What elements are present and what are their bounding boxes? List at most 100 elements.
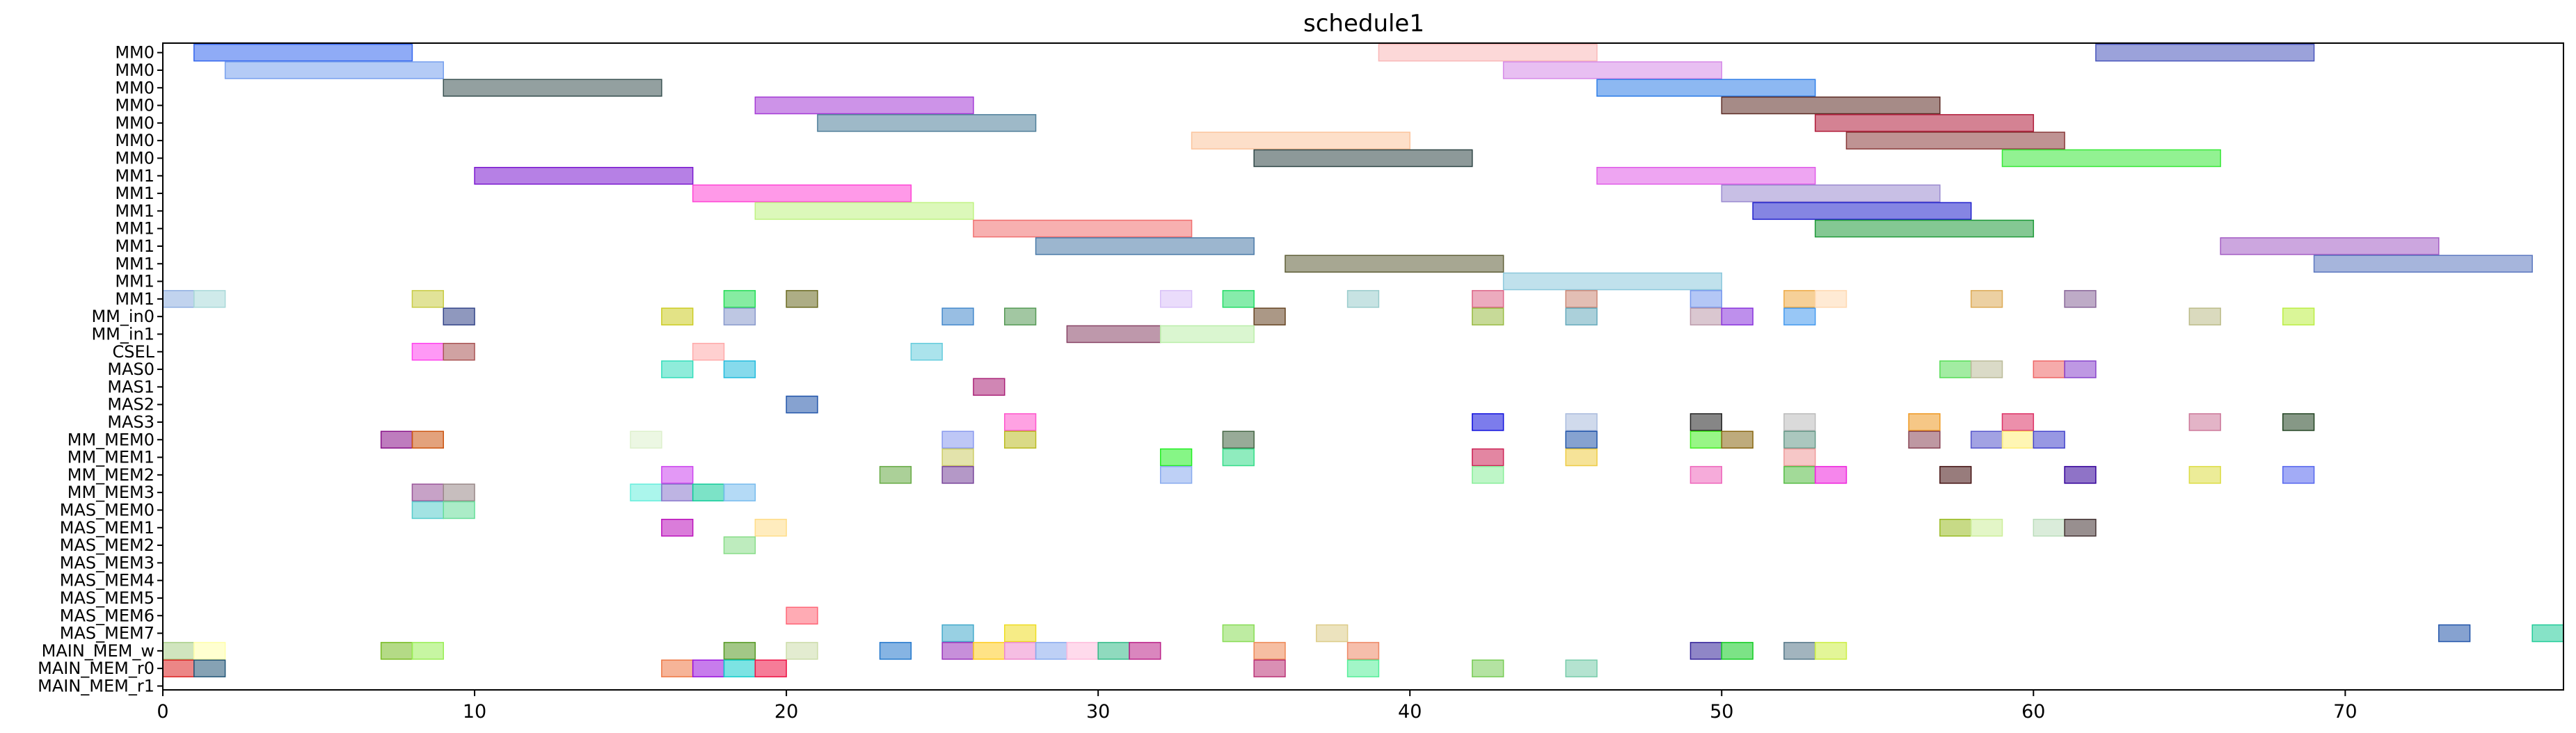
y-tick-label: MM0	[115, 78, 154, 97]
task-bar	[2001, 413, 2035, 431]
task-bar	[1316, 624, 1349, 643]
task-bar	[2064, 466, 2097, 484]
task-bar	[2064, 290, 2097, 308]
task-bar	[411, 501, 444, 519]
task-bar	[1222, 448, 1255, 467]
task-bar	[661, 307, 694, 325]
task-bar	[1565, 290, 1598, 308]
x-tick-label: 50	[1710, 701, 1733, 723]
task-bar	[1970, 290, 2003, 308]
task-bar	[2282, 413, 2315, 431]
task-bar	[1689, 307, 1723, 325]
y-tick-label: CSEL	[112, 342, 154, 362]
task-bar	[941, 466, 974, 484]
task-bar	[1502, 272, 1723, 291]
task-bar	[1472, 448, 1504, 467]
task-bar	[162, 659, 195, 677]
task-bar	[723, 360, 756, 378]
plot-frame	[162, 42, 2564, 691]
task-bar	[1066, 642, 1099, 660]
task-bar	[2033, 519, 2065, 537]
task-bar	[1222, 290, 1255, 308]
task-bar	[1970, 519, 2003, 537]
y-tick-label: MAS_MEM6	[60, 606, 154, 625]
y-tick-label: MM1	[115, 272, 154, 291]
y-tick-label: MAS_MEM0	[60, 500, 154, 519]
task-bar	[2033, 430, 2065, 449]
task-bar	[723, 659, 756, 677]
task-bar	[2001, 149, 2221, 168]
task-bar	[1939, 466, 1972, 484]
task-bar	[1003, 307, 1037, 325]
task-bar	[380, 430, 413, 449]
y-tick-label: MM0	[115, 148, 154, 168]
y-tick-label: MM1	[115, 236, 154, 256]
task-bar	[2064, 519, 2097, 537]
task-bar	[1845, 131, 2065, 150]
task-bar	[1752, 202, 1972, 220]
task-bar	[941, 624, 974, 643]
task-bar	[2531, 624, 2564, 643]
y-tick-label: MM_MEM3	[67, 483, 154, 502]
task-bar	[1939, 360, 1972, 378]
task-bar	[411, 483, 444, 501]
x-tick-label: 60	[2021, 701, 2045, 723]
y-tick-label: MAIN_MEM_w	[42, 641, 154, 661]
task-bar	[411, 642, 444, 660]
task-bar	[1222, 624, 1255, 643]
task-bar	[1814, 219, 2035, 238]
task-bar	[661, 519, 694, 537]
task-bar	[1003, 430, 1037, 449]
y-tick-label: MAS_MEM7	[60, 624, 154, 643]
task-bar	[1814, 466, 1847, 484]
task-bar	[754, 519, 787, 537]
task-bar	[1814, 642, 1847, 660]
task-bar	[692, 659, 725, 677]
y-tick-label: MAS_MEM2	[60, 535, 154, 555]
task-bar	[2095, 43, 2315, 62]
task-bar	[1160, 466, 1193, 484]
task-bar	[1970, 430, 2003, 449]
task-bar	[941, 448, 974, 467]
task-bar	[661, 659, 694, 677]
task-bar	[1253, 642, 1286, 660]
task-bar	[193, 642, 226, 660]
y-tick-label: MAS_MEM4	[60, 571, 154, 590]
task-bar	[692, 184, 912, 202]
task-bar	[1253, 307, 1286, 325]
task-bar	[443, 483, 475, 501]
task-bar	[1472, 307, 1504, 325]
task-bar	[1035, 642, 1068, 660]
task-bar	[2438, 624, 2471, 643]
task-bar	[661, 483, 694, 501]
task-bar	[1160, 325, 1255, 344]
y-tick-label: MM0	[115, 96, 154, 115]
task-bar	[2064, 360, 2097, 378]
task-bar	[411, 343, 444, 361]
chart-title: schedule1	[1303, 10, 1424, 38]
task-bar	[1502, 61, 1723, 79]
task-bar	[1721, 307, 1754, 325]
y-tick-label: MM_in1	[91, 324, 154, 344]
task-bar	[1596, 167, 1816, 185]
task-bar	[162, 642, 195, 660]
task-bar	[1908, 430, 1941, 449]
task-bar	[411, 430, 444, 449]
task-bar	[162, 290, 195, 308]
task-bar	[879, 642, 912, 660]
task-bar	[193, 43, 413, 62]
task-bar	[1253, 149, 1473, 168]
task-bar	[1378, 43, 1598, 62]
task-bar	[1346, 659, 1380, 677]
task-bar	[1285, 255, 1504, 273]
y-tick-label: MAS2	[107, 395, 154, 414]
y-tick-label: MM1	[115, 184, 154, 203]
task-bar	[2188, 307, 2221, 325]
task-bar	[380, 642, 413, 660]
task-bar	[941, 430, 974, 449]
y-tick-label: MM0	[115, 131, 154, 150]
y-tick-label: MM0	[115, 43, 154, 63]
task-bar	[973, 642, 1005, 660]
y-tick-label: MAS1	[107, 377, 154, 396]
